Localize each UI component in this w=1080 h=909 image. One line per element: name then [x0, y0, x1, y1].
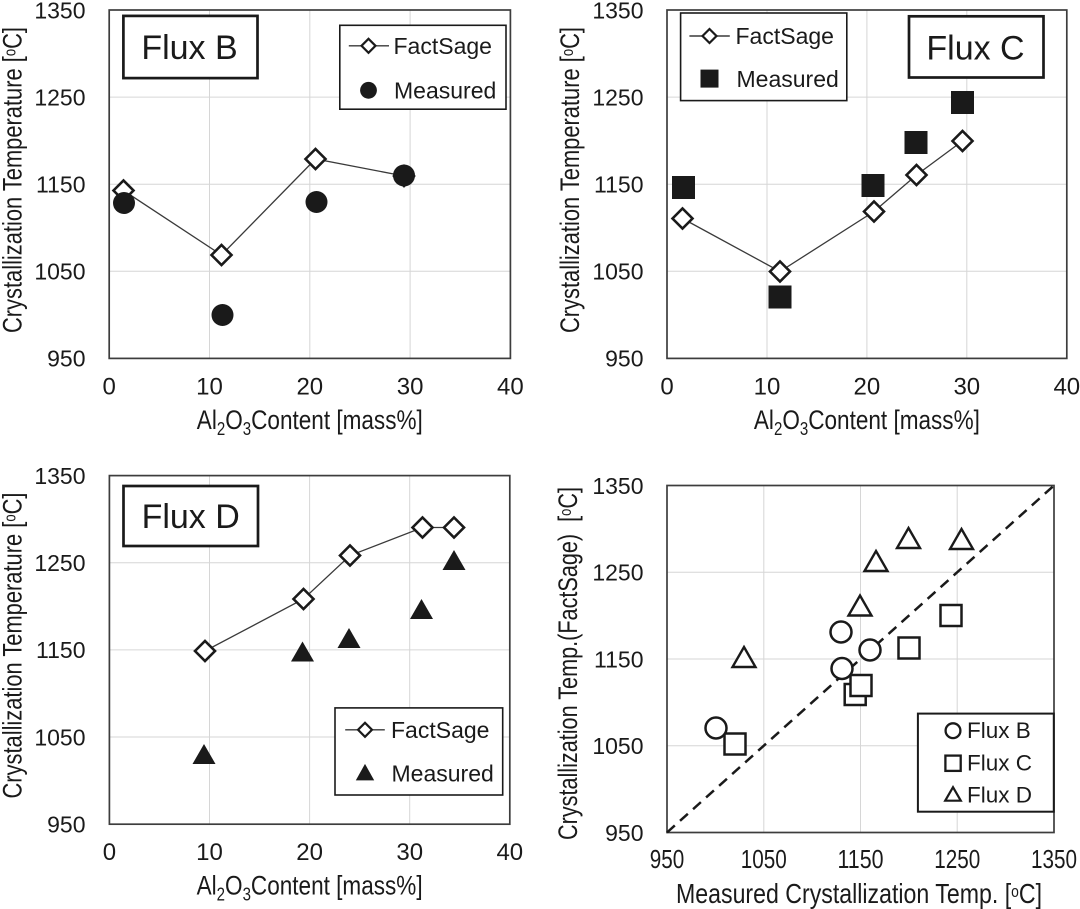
svg-text:1150: 1150 [594, 646, 643, 672]
svg-text:Flux B: Flux B [141, 29, 237, 67]
svg-text:Crystallization Temperature [o: Crystallization Temperature [oC] [555, 27, 585, 333]
svg-text:Flux B: Flux B [967, 718, 1031, 743]
svg-text:FactSage: FactSage [736, 23, 834, 49]
svg-text:Crystallization Temperature [o: Crystallization Temperature [oC] [0, 27, 28, 333]
svg-text:1350: 1350 [592, 0, 643, 23]
svg-text:1350: 1350 [34, 463, 85, 489]
svg-text:1050: 1050 [34, 259, 85, 285]
svg-text:0: 0 [103, 374, 116, 401]
svg-text:1350: 1350 [34, 0, 85, 23]
svg-text:950: 950 [605, 820, 643, 846]
svg-text:Flux C: Flux C [926, 30, 1024, 68]
svg-text:Al2O3Content [mass%]: Al2O3Content [mass%] [197, 405, 423, 439]
svg-text:0: 0 [660, 374, 673, 401]
svg-text:20: 20 [296, 839, 323, 866]
svg-text:Measured: Measured [392, 761, 494, 787]
svg-text:30: 30 [953, 374, 980, 401]
svg-text:40: 40 [496, 839, 523, 866]
svg-text:Flux D: Flux D [967, 782, 1032, 807]
svg-text:20: 20 [296, 374, 323, 401]
svg-text:1150: 1150 [36, 172, 85, 198]
svg-text:1150: 1150 [36, 637, 85, 663]
svg-text:Al2O3Content [mass%]: Al2O3Content [mass%] [754, 405, 980, 439]
svg-text:10: 10 [196, 374, 223, 401]
svg-text:20: 20 [854, 374, 881, 401]
svg-text:1250: 1250 [592, 560, 643, 586]
svg-text:1150: 1150 [838, 844, 884, 874]
svg-text:1050: 1050 [592, 733, 643, 759]
svg-text:1350: 1350 [1031, 844, 1077, 874]
svg-text:Measured: Measured [737, 66, 839, 92]
svg-text:Crystallization Temp.(FactSage: Crystallization Temp.(FactSage) [oC] [553, 487, 583, 840]
svg-text:950: 950 [605, 346, 643, 372]
svg-text:0: 0 [103, 839, 116, 866]
svg-text:950: 950 [47, 346, 85, 372]
svg-text:Measured Crystallization Temp.: Measured Crystallization Temp. [oC] [676, 878, 1042, 909]
svg-text:1250: 1250 [934, 844, 980, 874]
svg-text:10: 10 [196, 839, 223, 866]
svg-text:1250: 1250 [34, 84, 85, 110]
svg-text:Crystallization Temperature [o: Crystallization Temperature [oC] [0, 493, 28, 799]
svg-text:950: 950 [650, 844, 685, 874]
svg-text:Measured: Measured [394, 78, 496, 104]
svg-text:950: 950 [47, 812, 85, 838]
svg-text:1250: 1250 [34, 550, 85, 576]
svg-text:FactSage: FactSage [391, 717, 489, 743]
svg-text:Flux D: Flux D [142, 498, 240, 536]
svg-text:Al2O3Content [mass%]: Al2O3Content [mass%] [197, 871, 423, 905]
svg-text:1250: 1250 [592, 84, 643, 110]
svg-text:Flux C: Flux C [967, 750, 1032, 775]
svg-text:1050: 1050 [34, 724, 85, 750]
svg-text:1350: 1350 [592, 473, 643, 499]
svg-text:40: 40 [1053, 374, 1080, 401]
svg-text:40: 40 [497, 374, 524, 401]
svg-text:30: 30 [397, 374, 424, 401]
svg-text:30: 30 [396, 839, 423, 866]
svg-text:1050: 1050 [741, 844, 787, 874]
svg-text:FactSage: FactSage [394, 33, 492, 59]
svg-text:10: 10 [754, 374, 781, 401]
svg-text:1150: 1150 [594, 172, 643, 198]
svg-text:1050: 1050 [592, 259, 643, 285]
